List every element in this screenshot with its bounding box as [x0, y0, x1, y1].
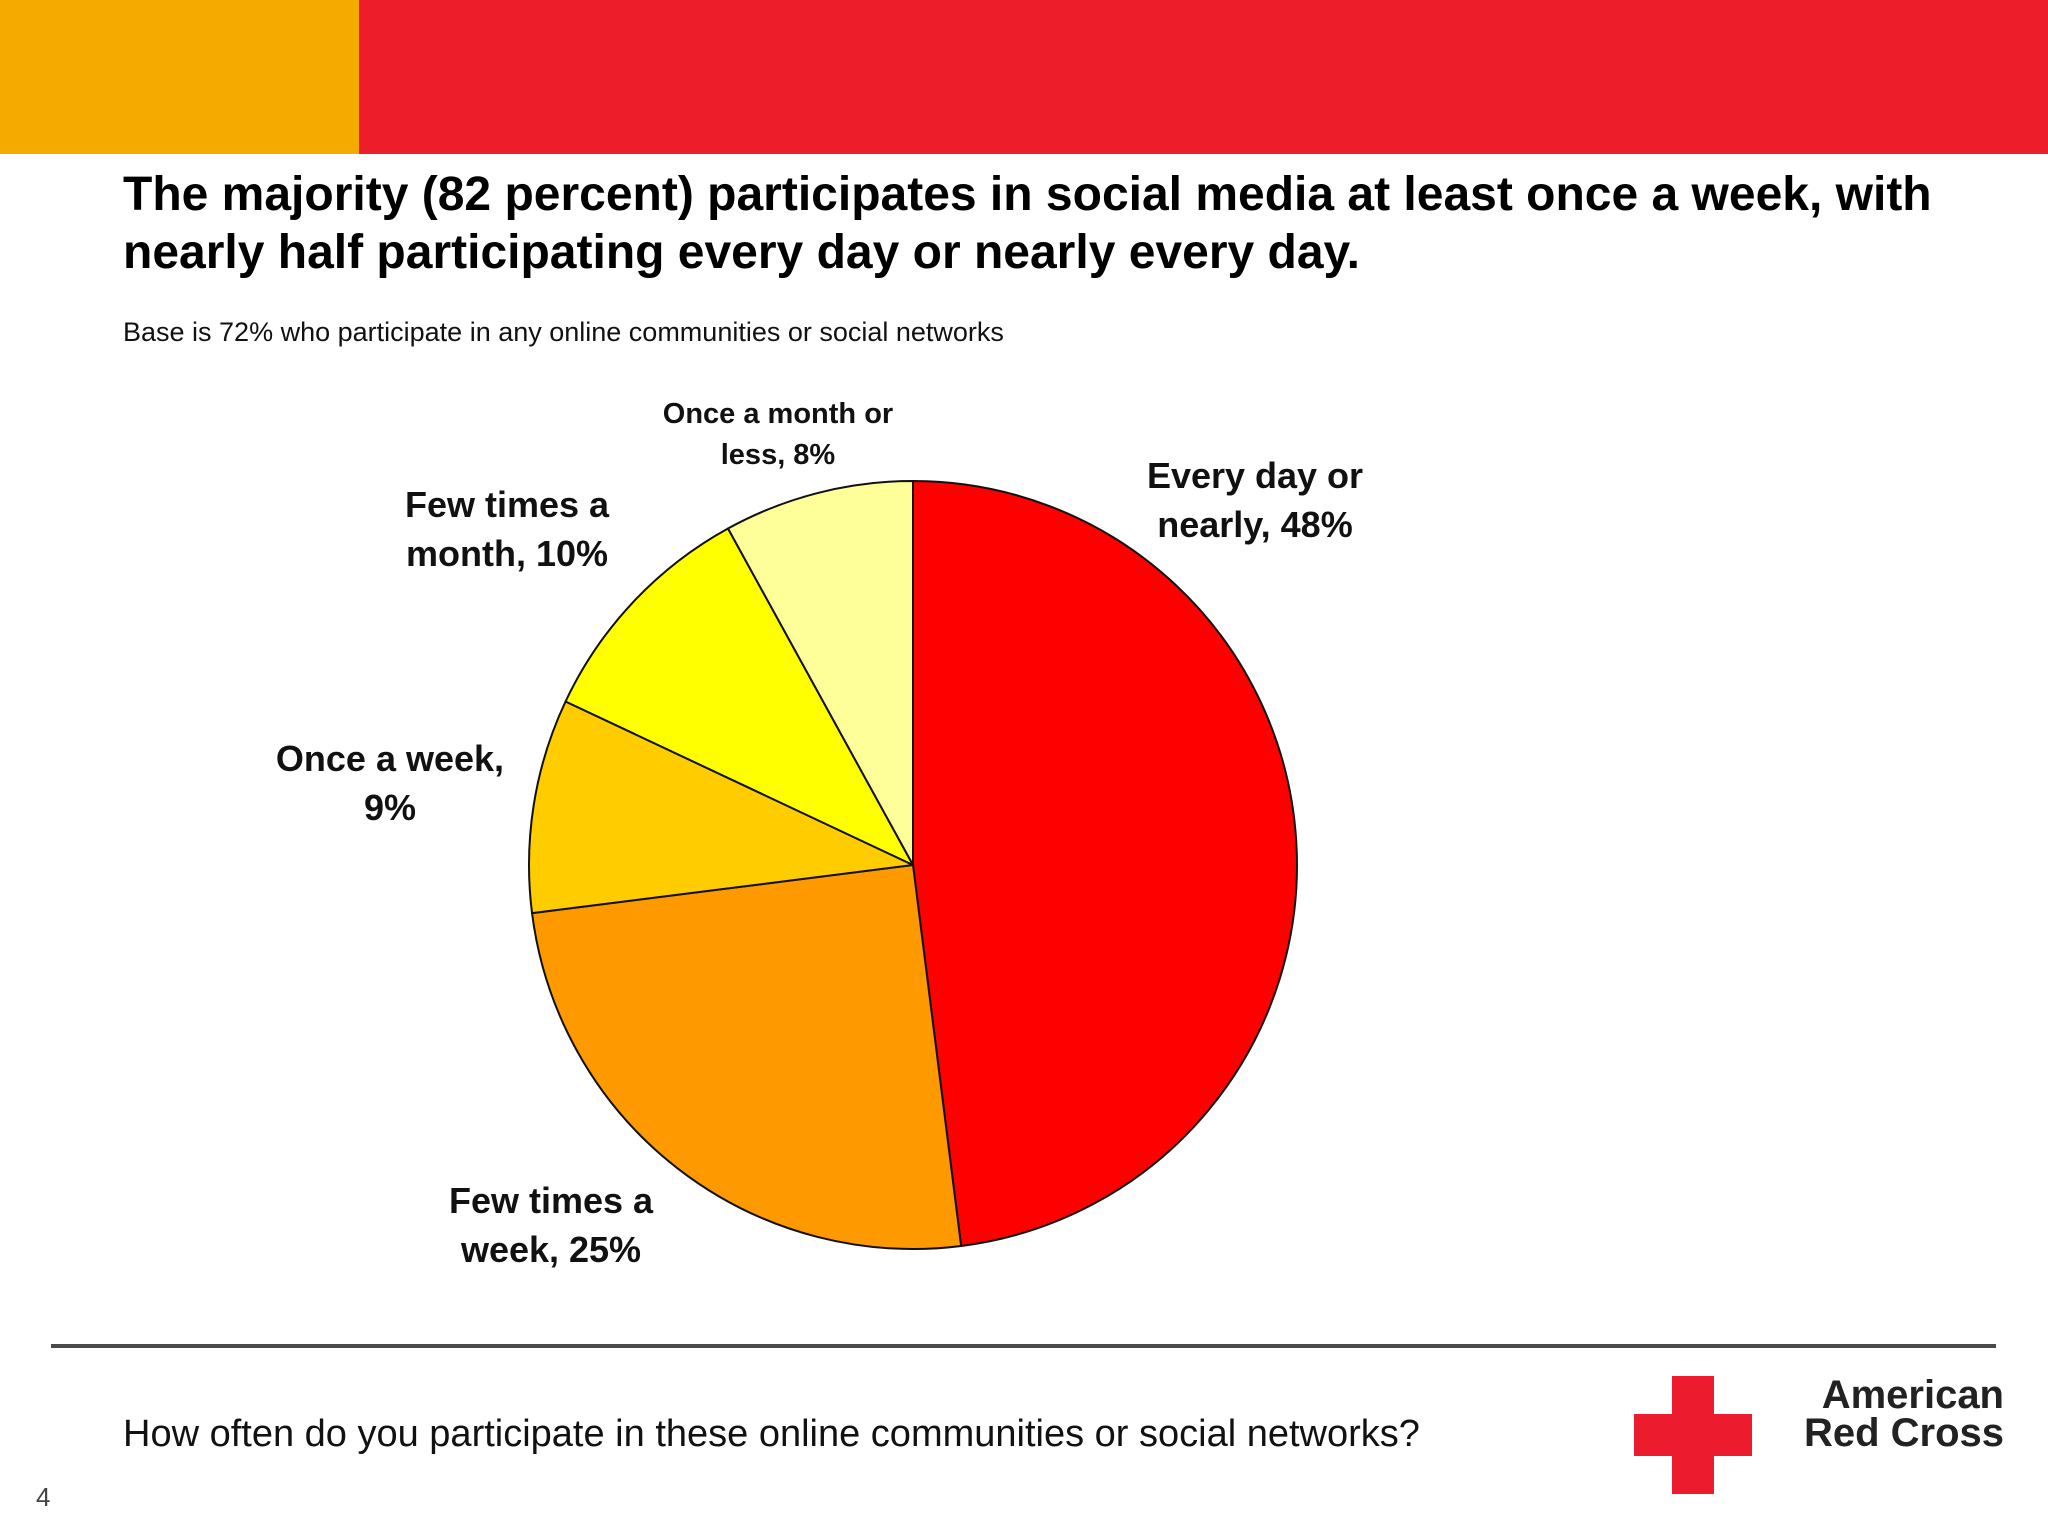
pie-slice-few-times-a-week — [531, 864, 963, 1250]
footer-divider — [51, 1344, 1996, 1348]
header-band-right — [359, 0, 2048, 154]
pie-label-line: Once a week, — [276, 738, 504, 779]
pie-label-line: 9% — [364, 787, 416, 828]
pie-label-line: week, 25% — [460, 1229, 641, 1270]
pie-chart: Every day or nearly, 48% Few times a week, … — [276, 398, 1363, 1270]
page-number: 4 — [36, 1482, 51, 1512]
slide-subtitle: Base is 72% who participate in any onlin… — [123, 317, 1004, 347]
pie-label-line: Once a month or — [663, 398, 893, 430]
logo-line-2: Red Cross — [1803, 1411, 2004, 1455]
pie-label-line: Every day or — [1147, 455, 1363, 496]
pie-label-every-day-or-nearly: Every day or nearly, 48% — [1147, 455, 1363, 545]
pie-slice-every-day-or-nearly — [912, 480, 1298, 1247]
pie-label-few-times-a-month: Few times a month, 10% — [405, 484, 610, 574]
pie-slice-once-a-week — [528, 700, 914, 915]
pie-label-line: Few times a — [449, 1180, 654, 1221]
pie-label-once-a-month-or-less: Once a month or less, 8% — [663, 398, 893, 471]
header-band-left — [0, 0, 359, 154]
pie-labels: Every day or nearly, 48% Few times a week, … — [276, 398, 1363, 1270]
slide-title: The majority (82 percent) participates i… — [123, 168, 1932, 279]
survey-question: How often do you participate in these on… — [123, 1413, 1420, 1455]
pie-label-once-a-week: Once a week, 9% — [276, 738, 504, 828]
logo-line-1: American — [1821, 1373, 2004, 1417]
american-red-cross-logo: American Red Cross — [1634, 1373, 2004, 1496]
pie-label-line: month, 10% — [406, 533, 608, 574]
pie-label-line: nearly, 48% — [1157, 504, 1352, 545]
pie-slice-once-a-month-or-less — [727, 480, 914, 866]
logo-wordmark: American Red Cross — [1788, 1373, 2004, 1455]
pie-slices — [528, 480, 1298, 1250]
pie-label-few-times-a-week: Few times a week, 25% — [449, 1180, 654, 1270]
red-cross-icon — [1634, 1376, 1752, 1494]
pie-slice-few-times-a-month — [564, 527, 914, 866]
pie-label-line: less, 8% — [721, 439, 836, 471]
pie-label-line: Few times a — [405, 484, 610, 525]
